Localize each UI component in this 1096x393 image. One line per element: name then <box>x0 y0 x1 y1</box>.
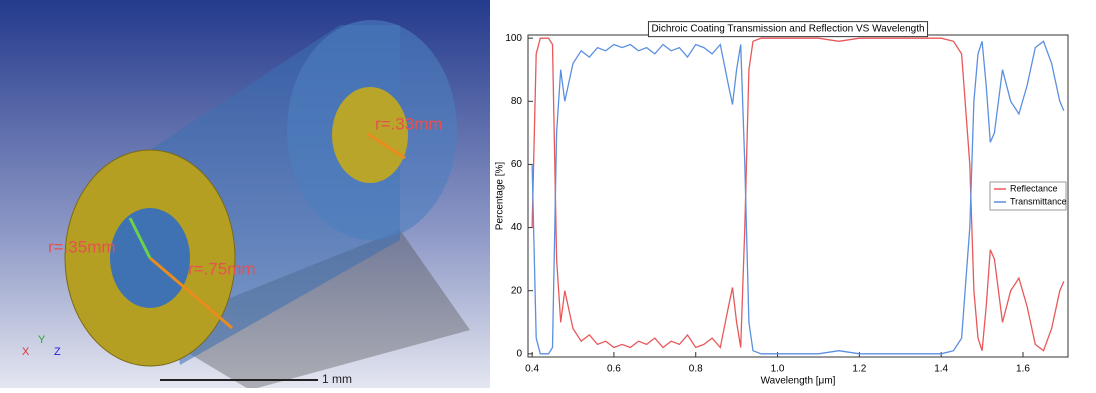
y-tick-label: 20 <box>511 285 523 296</box>
x-tick-label: 0.4 <box>525 364 539 375</box>
y-tick-label: 40 <box>511 222 523 233</box>
y-tick-label: 60 <box>511 159 523 170</box>
y-tick-label: 80 <box>511 96 523 107</box>
x-tick-label: 1.4 <box>934 364 948 375</box>
legend-label: Transmittance <box>1010 196 1067 206</box>
chart-title: Dichroic Coating Transmission and Reflec… <box>651 24 924 35</box>
y-tick-label: 100 <box>505 33 522 44</box>
render-panel: r=.33mm r=.35mm r=.75mm X Y Z 1 mm <box>0 0 490 388</box>
scale-bar-label: 1 mm <box>322 372 352 386</box>
legend-label: Reflectance <box>1010 183 1058 193</box>
x-tick-label: 0.6 <box>607 364 621 375</box>
axis-triad-label: X <box>22 346 30 358</box>
axis-triad-label: Z <box>54 346 61 358</box>
dimension-label: r=.35mm <box>48 237 116 256</box>
page: r=.33mm r=.35mm r=.75mm X Y Z 1 mm 0 20 40… <box>0 0 1096 388</box>
x-tick-label: 1.6 <box>1016 364 1030 375</box>
x-tick-label: 1.2 <box>852 364 866 375</box>
dimension-label: r=.33mm <box>375 114 443 133</box>
axis-triad-label: Y <box>38 334 46 346</box>
x-tick-label: 0.8 <box>689 364 703 375</box>
x-tick-label: 1.0 <box>771 364 785 375</box>
y-tick-label: 0 <box>516 348 522 359</box>
dimension-label: r=.75mm <box>188 259 256 278</box>
y-axis-label: Percentage [%] <box>495 162 506 231</box>
x-axis-label: Wavelength [μm] <box>761 376 836 387</box>
